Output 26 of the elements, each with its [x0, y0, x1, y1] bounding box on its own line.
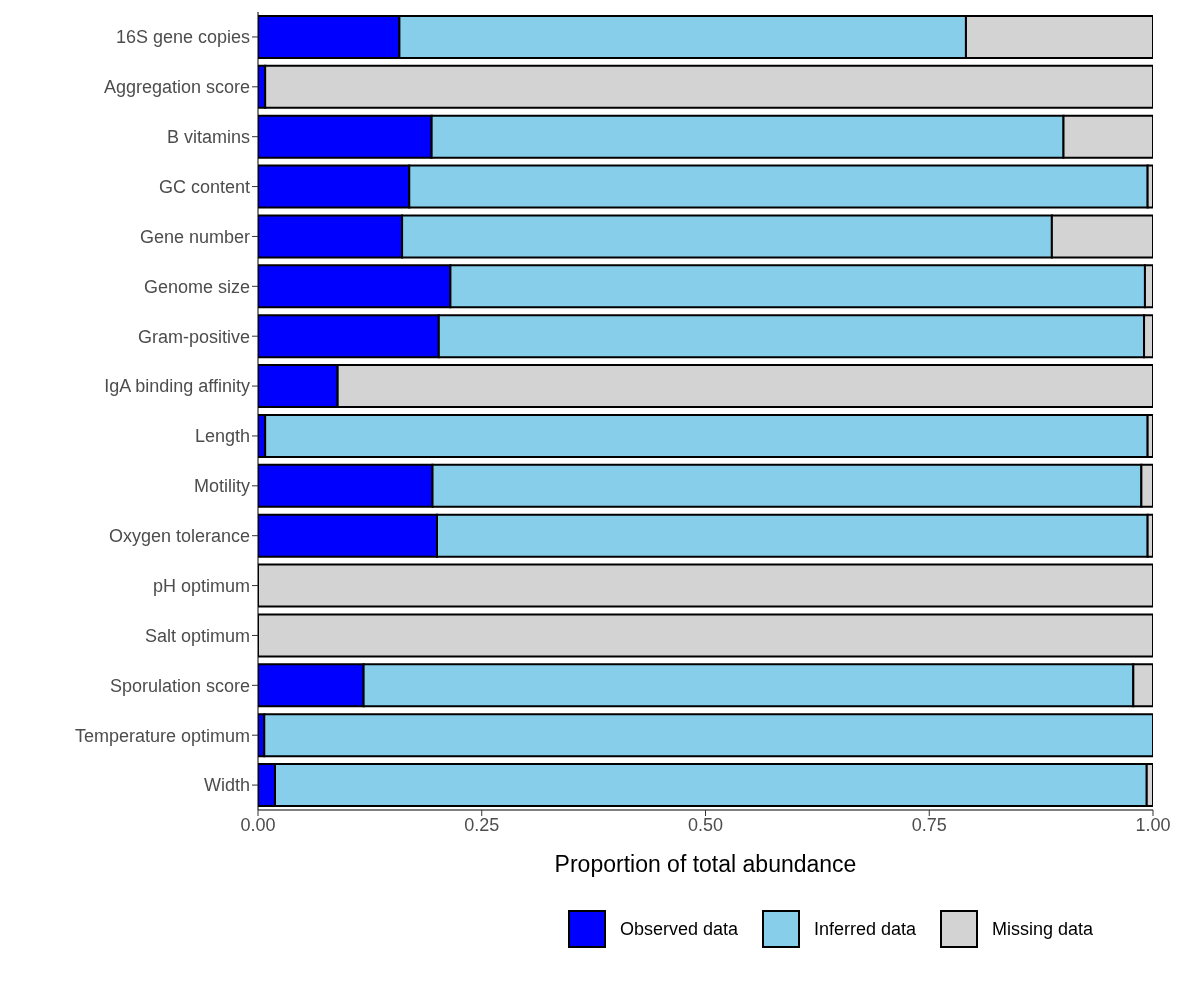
- x-axis-title: Proportion of total abundance: [554, 851, 857, 877]
- x-tick-label: 0.75: [911, 814, 947, 835]
- y-tick-label: B vitamins: [166, 127, 250, 148]
- bar: [263, 713, 1153, 758]
- y-tick-label: GC content: [158, 176, 250, 197]
- legend-label: Missing data: [992, 918, 1094, 940]
- legend-label: Observed data: [619, 918, 738, 940]
- y-tick-label: Gene number: [139, 226, 250, 247]
- y-tick-label: Temperature optimum: [74, 725, 250, 746]
- y-tick-label: Oxygen tolerance: [108, 526, 250, 547]
- x-tick-label: 0.50: [687, 814, 724, 835]
- x-tick-label: 0.25: [464, 814, 500, 835]
- y-tick-label: Length: [194, 426, 250, 447]
- y-tick-label: Gram-positive: [137, 326, 250, 347]
- y-tick-label: Aggregation score: [103, 77, 250, 98]
- y-tick-label: Width: [203, 775, 250, 796]
- y-tick-label: 16S gene copies: [115, 27, 250, 48]
- x-tick-label: 0.00: [240, 814, 276, 835]
- y-tick-label: Sporulation score: [109, 675, 250, 696]
- x-tick-label: 1.00: [1135, 814, 1171, 835]
- legend-label: Inferred data: [813, 918, 917, 940]
- y-tick-label: Genome size: [143, 276, 250, 297]
- y-tick-label: Salt optimum: [144, 625, 250, 646]
- y-tick-label: Motility: [193, 476, 250, 497]
- y-tick-label: pH optimum: [152, 575, 250, 596]
- y-tick-label: IgA binding affinity: [104, 376, 250, 397]
